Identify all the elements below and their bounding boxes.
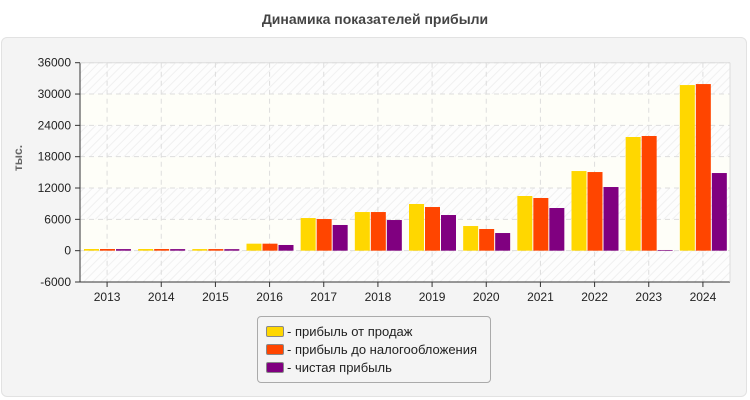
bar <box>208 249 224 251</box>
bar <box>332 224 348 251</box>
legend-item: - чистая прибыль <box>266 358 490 376</box>
bar <box>587 172 603 251</box>
x-tick-label: 2024 <box>690 290 717 304</box>
x-tick-label: 2017 <box>310 290 337 304</box>
bar <box>100 249 115 251</box>
bar <box>463 226 479 251</box>
x-tick-label: 2016 <box>256 290 283 304</box>
legend-label: - прибыль от продаж <box>287 323 413 339</box>
bar <box>84 249 99 251</box>
bar <box>641 136 657 251</box>
legend-label: - прибыль до налогообложения <box>287 341 478 357</box>
y-tick-label: -6000 <box>40 275 71 289</box>
y-tick-label: 24000 <box>38 118 72 132</box>
x-tick-label: 2013 <box>94 290 121 304</box>
x-tick-label: 2014 <box>148 290 175 304</box>
bar <box>711 173 727 251</box>
bar <box>154 249 170 251</box>
x-tick-label: 2015 <box>202 290 229 304</box>
bar <box>657 249 673 251</box>
bar <box>262 243 278 251</box>
grid-band <box>80 156 730 189</box>
x-tick-label: 2021 <box>527 290 554 304</box>
y-tick-label: 36000 <box>38 56 72 70</box>
bar <box>170 249 186 251</box>
bar <box>370 212 386 251</box>
y-tick-label: 6000 <box>44 212 71 226</box>
bar <box>278 244 294 251</box>
y-tick-label: 18000 <box>38 150 72 164</box>
bar <box>695 84 711 251</box>
bar <box>603 187 619 251</box>
x-tick-label: 2022 <box>581 290 608 304</box>
grid-band <box>80 94 730 126</box>
x-tick-label: 2023 <box>635 290 662 304</box>
bar <box>116 249 131 251</box>
y-tick-label: 0 <box>64 244 71 258</box>
bar <box>386 220 402 251</box>
bar <box>354 212 370 251</box>
legend-label: - чистая прибыль <box>287 359 392 375</box>
bar <box>571 171 587 251</box>
legend-swatch <box>266 361 284 373</box>
x-tick-label: 2019 <box>419 290 446 304</box>
bar <box>409 203 424 251</box>
bar <box>625 137 641 251</box>
y-axis-label: тыс. <box>11 145 25 171</box>
bar <box>138 249 154 251</box>
x-tick-label: 2018 <box>365 290 392 304</box>
legend-swatch <box>266 343 284 355</box>
legend-item: - прибыль от продаж <box>266 322 490 340</box>
bar <box>549 208 565 251</box>
bar <box>495 233 511 251</box>
bar <box>479 229 495 251</box>
bar <box>192 249 208 251</box>
bar <box>441 215 456 251</box>
legend: - прибыль от продаж - прибыль до налогоо… <box>257 316 491 383</box>
legend-swatch <box>266 325 284 337</box>
bar <box>517 196 533 251</box>
bar <box>224 249 240 251</box>
bar <box>246 243 262 251</box>
bar <box>679 85 695 251</box>
bar <box>425 207 440 251</box>
y-tick-label: 30000 <box>38 87 72 101</box>
bar <box>300 218 316 251</box>
x-tick-label: 2020 <box>473 290 500 304</box>
chart-title: Динамика показателей прибыли <box>261 11 489 27</box>
legend-item: - прибыль до налогообложения <box>266 340 490 358</box>
bar <box>316 219 332 251</box>
grid-band <box>80 219 730 251</box>
y-tick-label: 12000 <box>38 181 72 195</box>
bar <box>533 197 549 251</box>
